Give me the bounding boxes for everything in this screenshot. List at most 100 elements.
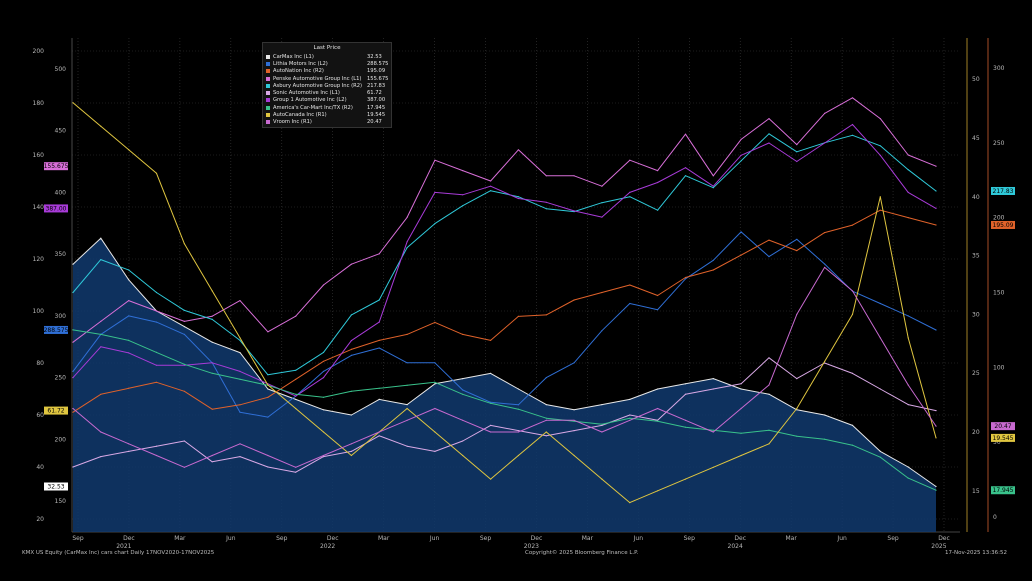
series-5-point-24	[740, 383, 742, 385]
legend-item: Lithia Motors Inc (L2) 288.575	[263, 60, 391, 67]
series-9-point-4	[183, 466, 185, 468]
legend-item: Vroom Inc (R1) 20.47	[263, 119, 391, 126]
series-line-0	[72, 237, 937, 487]
series-0-point-30	[907, 466, 909, 468]
series-8-point-2	[128, 149, 130, 151]
series-0-point-17	[545, 404, 547, 406]
series-0-point-9	[322, 409, 325, 411]
series-8-point-12	[406, 407, 408, 410]
series-0-point-2	[128, 279, 130, 281]
legend-series-name: Lithia Motors Inc (L2)	[273, 60, 328, 67]
series-9-point-23	[712, 431, 714, 433]
series-3-point-30	[907, 154, 909, 156]
footer-chart-description: KMX US Equity (CarMax Inc) cars chart Da…	[22, 550, 215, 556]
value-tag-bg-5	[991, 186, 1015, 195]
series-0-point-25	[768, 393, 770, 395]
series-4-point-5	[211, 318, 213, 320]
right-inner-tick-25: 25	[972, 370, 980, 377]
series-3-point-18	[573, 175, 575, 177]
series-7-point-17	[545, 417, 547, 419]
legend-item: Asbury Automotive Group Inc (R2) 217.83	[263, 82, 391, 89]
x-tick-2: Mar	[174, 535, 186, 542]
series-8-point-26	[796, 407, 798, 410]
series-8-point-1	[100, 125, 102, 127]
series-0-point-18	[573, 409, 575, 411]
series-2-point-30	[907, 217, 909, 219]
series-line-8	[72, 102, 937, 504]
series-4-point-9	[322, 351, 325, 353]
left-outer-tick-100: 100	[33, 308, 45, 315]
series-9-point-10	[350, 443, 352, 445]
value-tag-6: 195.09	[991, 220, 1015, 229]
series-8-point-0	[72, 102, 74, 104]
series-0-point-10	[350, 414, 352, 416]
left-outer-tick-40: 40	[36, 464, 44, 471]
series-0-point-23	[712, 378, 714, 380]
value-tag-1: 387.00	[44, 204, 68, 213]
series-7-point-9	[322, 396, 325, 398]
series-7-point-20	[629, 417, 631, 419]
series-5-point-31	[935, 410, 937, 412]
series-2-point-23	[712, 269, 714, 271]
x-tick-15: Jun	[836, 535, 847, 542]
series-7-point-8	[295, 393, 297, 395]
series-5-point-22	[684, 393, 687, 395]
series-3-point-4	[183, 320, 185, 322]
series-8-point-9	[322, 431, 325, 433]
series-5-point-20	[629, 414, 631, 416]
series-8-point-16	[517, 454, 520, 457]
series-8-point-3	[155, 172, 158, 174]
left-inner-tick-150: 150	[55, 498, 67, 505]
right-inner-tick-50: 50	[972, 76, 980, 83]
value-tag-text-1: 387.00	[46, 205, 67, 212]
series-8-point-21	[657, 490, 659, 492]
series-8-point-7	[267, 384, 269, 386]
series-6-point-11	[378, 321, 380, 323]
series-6-point-17	[545, 201, 547, 203]
series-5-point-13	[434, 450, 436, 452]
series-5-point-14	[462, 440, 464, 442]
series-8-point-27	[824, 360, 826, 363]
series-5-point-2	[128, 450, 130, 452]
right-inner-tick-45: 45	[972, 135, 980, 142]
series-2-point-24	[740, 254, 742, 256]
series-8-point-17	[545, 431, 547, 433]
left-inner-tick-200: 200	[55, 436, 67, 443]
series-1-point-21	[657, 309, 659, 311]
series-3-point-1	[100, 320, 102, 322]
series-1-point-12	[406, 362, 408, 364]
series-8-point-8	[295, 407, 297, 410]
series-6-point-22	[684, 167, 687, 169]
series-6-point-29	[879, 154, 881, 156]
value-tag-2: 288.575	[44, 325, 69, 334]
series-5-point-25	[768, 357, 770, 359]
series-4-point-7	[267, 374, 269, 376]
series-6-point-30	[907, 191, 909, 193]
series-5-point-1	[100, 456, 102, 458]
legend-swatch	[266, 69, 270, 74]
series-8-point-25	[768, 443, 770, 445]
series-9-point-9	[322, 454, 325, 457]
series-2-point-28	[851, 224, 854, 226]
series-5-point-3	[155, 445, 158, 447]
series-2-point-16	[517, 315, 520, 317]
series-3-point-26	[796, 144, 798, 146]
series-9-point-24	[740, 407, 742, 410]
series-0-point-14	[462, 378, 464, 380]
left-inner-tick-350: 350	[55, 251, 67, 258]
series-0-point-21	[657, 388, 659, 390]
series-9-point-31	[935, 425, 937, 427]
series-7-point-25	[768, 429, 770, 431]
series-2-point-8	[295, 378, 297, 380]
series-4-point-8	[295, 369, 297, 371]
x-tick-14: Mar	[786, 535, 798, 542]
series-5-point-29	[879, 388, 881, 390]
legend-item: AutoCanada Inc (R1) 19.545	[263, 111, 391, 118]
legend-item: America's Car-Mart Inc/TX (R2) 17.945	[263, 104, 391, 111]
series-1-point-4	[183, 333, 185, 335]
series-9-point-0	[72, 407, 74, 410]
series-7-point-31	[935, 489, 937, 491]
series-2-point-1	[100, 393, 102, 395]
left-outer-tick-80: 80	[36, 360, 44, 367]
